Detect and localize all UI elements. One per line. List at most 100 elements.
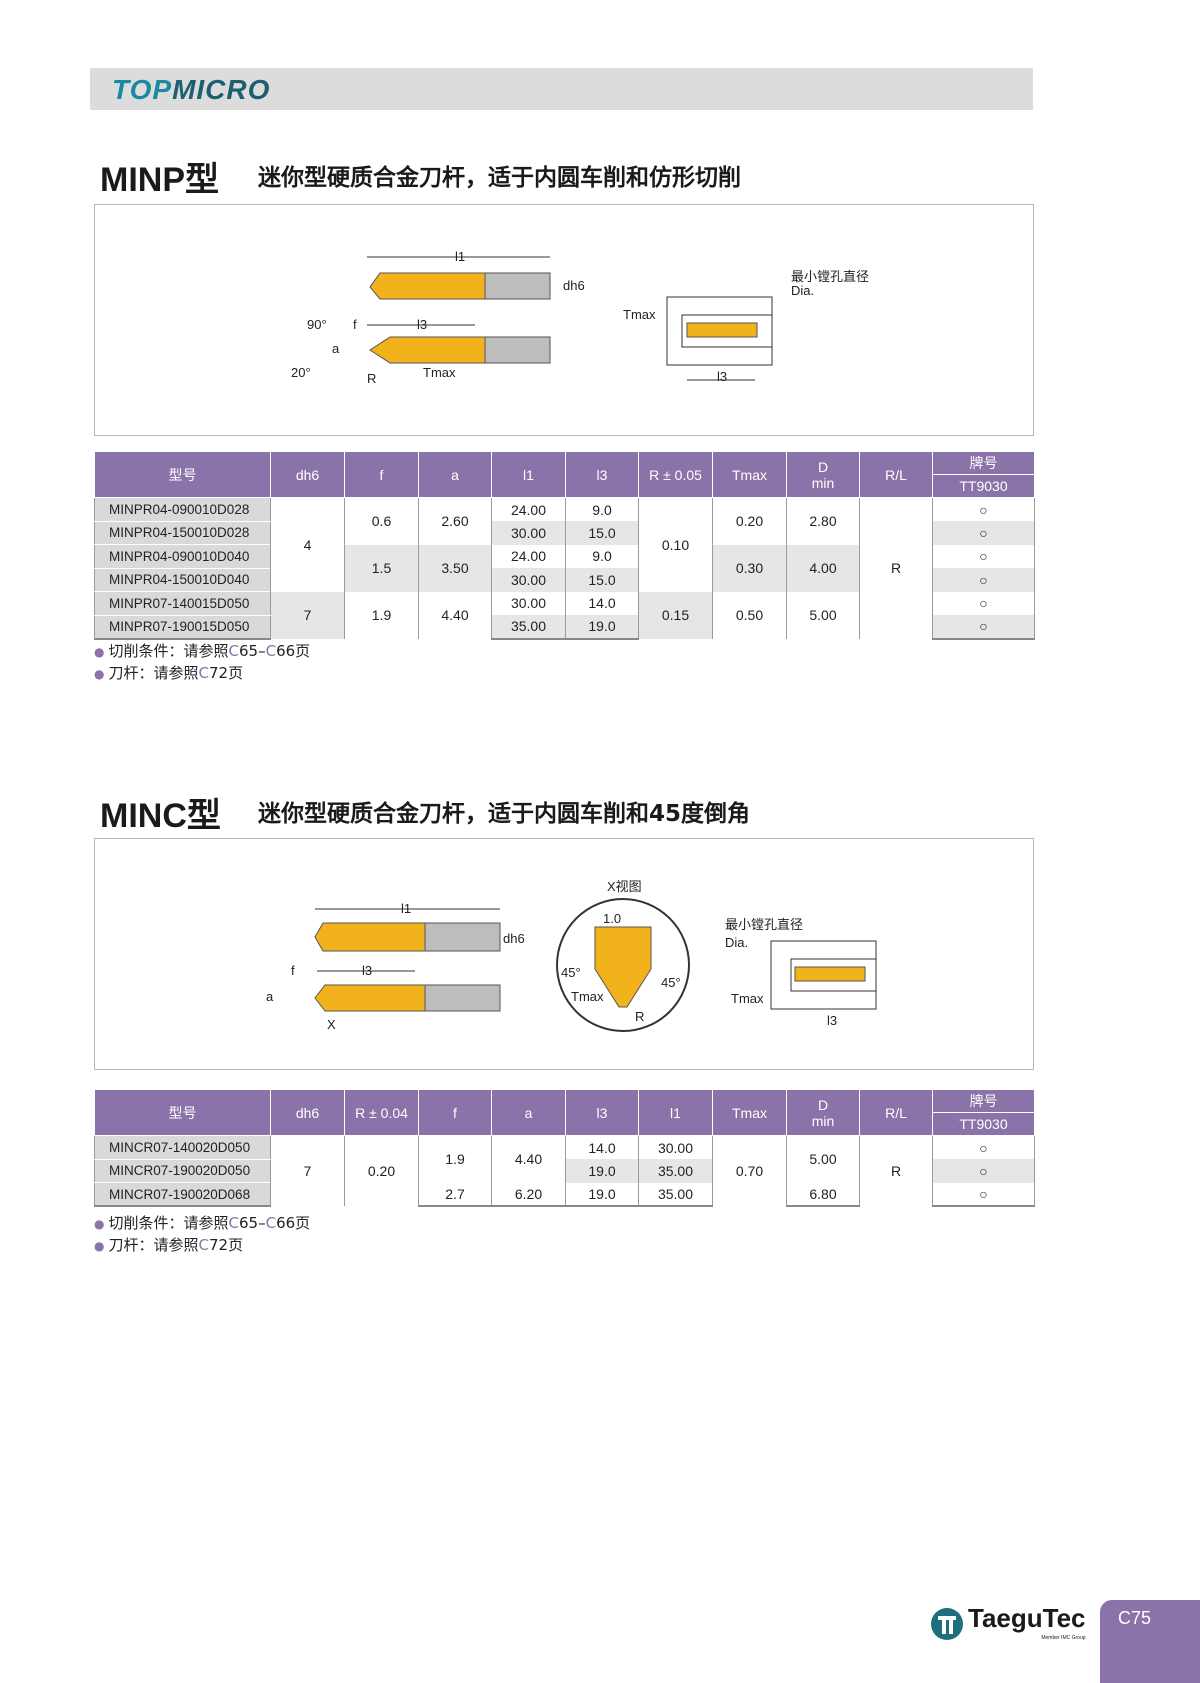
table-cell: 1.5: [344, 544, 419, 592]
table-row: MINPR04-150010D040 30.00 15.0 ○: [94, 568, 1035, 592]
label-tmax: Tmax: [423, 365, 456, 380]
label-f: f: [291, 963, 295, 978]
grade-name: TT9030: [932, 1112, 1035, 1136]
model-cell: MINPR07-190015D050: [94, 615, 271, 640]
table-cell: 2.7: [418, 1182, 492, 1207]
label-dia: Dia.: [791, 283, 814, 298]
table-row: MINPR04-090010D040 1.5 3.50 24.00 9.0 0.30 4.0…: [94, 544, 1035, 592]
table-cell: 0.20: [344, 1135, 419, 1206]
section1-subtitle: 迷你型硬质合金刀杆，适于内圆车削和仿形切削: [258, 165, 741, 191]
insert-shape: [314, 922, 426, 952]
column-header: Tmax: [712, 451, 787, 498]
label-dh6: dh6: [503, 931, 525, 946]
grade-header: 牌号: [932, 1089, 1035, 1113]
table-cell: 0.20: [712, 497, 787, 545]
table-cell: R: [859, 1135, 933, 1206]
table-cell: 1.9: [344, 591, 419, 639]
table-cell: 5.00: [786, 591, 860, 639]
note-holder: ● 刀杆：请参照C72页: [94, 1236, 244, 1254]
model-cell: MINCR07-190020D050: [94, 1159, 271, 1183]
shank-shape: [484, 272, 551, 300]
note-holder: ● 刀杆：请参照C72页: [94, 664, 244, 682]
insert-shape: [314, 984, 426, 1012]
taegutec-emblem-icon: [931, 1608, 963, 1640]
insert-shape: [369, 336, 486, 364]
label-45-right: 45°: [661, 975, 681, 990]
column-header: l3: [565, 1089, 639, 1136]
column-header: R/L: [859, 451, 933, 498]
table-cell: 9.0: [565, 497, 639, 521]
label-l1: l1: [455, 249, 465, 264]
table-cell: ○: [932, 497, 1035, 521]
table-cell: 19.0: [565, 1182, 639, 1207]
table-row: MINCR07-190020D050 19.0 35.00 ○: [94, 1159, 1035, 1183]
table-cell: 30.00: [491, 568, 566, 592]
minc-tool-diagram: l1 dh6 l3 f a X X视图 1.0 45° 45° Tmax R 最…: [266, 879, 877, 1032]
logo-top-text: TOP: [112, 74, 173, 105]
model-cell: MINCR07-140020D050: [94, 1135, 271, 1160]
label-l1: l1: [401, 901, 411, 916]
table-cell: 2.80: [786, 497, 860, 545]
topmicro-logo: TOPMICRO: [112, 74, 270, 106]
table-cell: 30.00: [491, 591, 566, 615]
grade-name: TT9030: [932, 474, 1035, 498]
table-cell: 6.20: [491, 1182, 566, 1207]
table-cell: 35.00: [638, 1182, 713, 1207]
table-cell: 0.50: [712, 591, 787, 639]
label-l3: l3: [417, 317, 427, 332]
table-cell: ○: [932, 1182, 1035, 1207]
table-cell: 6.80: [786, 1182, 860, 1207]
table-cell: ○: [932, 544, 1035, 568]
section1-diagram-box: l1 dh6 l3 90° 20° f a R Tmax 最小镗孔直径 Dia.…: [94, 204, 1034, 436]
page-number: C75: [1100, 1600, 1200, 1683]
model-cell: MINCR07-190020D068: [94, 1182, 271, 1207]
label-x: X: [327, 1017, 336, 1032]
column-header: dh6: [270, 451, 345, 498]
logo-micro-text: MICRO: [172, 74, 271, 105]
label-angle20: 20°: [291, 365, 311, 380]
label-tmax-bore: Tmax: [731, 991, 764, 1006]
table-cell: 3.50: [418, 544, 492, 592]
table-row: MINPR04-150010D028 30.00 15.0 ○: [94, 521, 1035, 545]
column-header: R ± 0.05: [638, 451, 713, 498]
note-cutting-conditions: ● 切削条件：请参照C65–C66页: [94, 642, 311, 660]
column-header: 型号: [94, 1089, 271, 1136]
table-cell: 24.00: [491, 497, 566, 521]
table-cell: 9.0: [565, 544, 639, 568]
model-cell: MINPR04-090010D028: [94, 497, 271, 522]
table-cell: 4: [270, 497, 345, 592]
column-header: Tmax: [712, 1089, 787, 1136]
table-cell: 0.6: [344, 497, 419, 545]
label-l3-bore: l3: [717, 369, 727, 384]
label-r: R: [367, 371, 376, 386]
table-cell: ○: [932, 1159, 1035, 1183]
minp-tool-diagram: l1 dh6 l3 90° 20° f a R Tmax 最小镗孔直径 Dia.…: [291, 249, 869, 386]
column-header: R/L: [859, 1089, 933, 1136]
table-row: MINCR07-140020D050 7 0.20 1.9 4.40 14.0 30.00 0…: [94, 1135, 1035, 1206]
grade-header: 牌号: [932, 451, 1035, 475]
shank-shape: [424, 922, 501, 952]
label-a: a: [332, 341, 340, 356]
table-cell: 2.60: [418, 497, 492, 545]
column-header: a: [491, 1089, 566, 1136]
column-header: D min: [786, 1089, 860, 1136]
label-dh6: dh6: [563, 278, 585, 293]
section2-diagram-box: l1 dh6 l3 f a X X视图 1.0 45° 45° Tmax R 最…: [94, 838, 1034, 1070]
table-cell: 30.00: [491, 521, 566, 545]
column-header: l1: [491, 451, 566, 498]
table-cell: ○: [932, 521, 1035, 545]
column-header: dh6: [270, 1089, 345, 1136]
label-x-view: X视图: [607, 879, 642, 894]
minc-table: 型号 dh6 R ± 0.04 f a l3 l1 Tmax D min R/L 牌号 TT9030 M…: [94, 1089, 1035, 1207]
label-dia: Dia.: [725, 935, 748, 950]
label-min-bore: 最小镗孔直径: [791, 269, 869, 284]
table-cell: ○: [932, 615, 1035, 640]
label-tmax-bore: Tmax: [623, 307, 656, 322]
column-header: f: [344, 451, 419, 498]
table-cell: 14.0: [565, 1135, 639, 1159]
column-header: R ± 0.04: [344, 1089, 419, 1136]
table-cell: 7: [270, 591, 345, 639]
section1-title: MINP型: [100, 161, 219, 199]
section2-subtitle: 迷你型硬质合金刀杆，适于内圆车削和45度倒角: [258, 801, 751, 827]
label-tmax: Tmax: [571, 989, 604, 1004]
